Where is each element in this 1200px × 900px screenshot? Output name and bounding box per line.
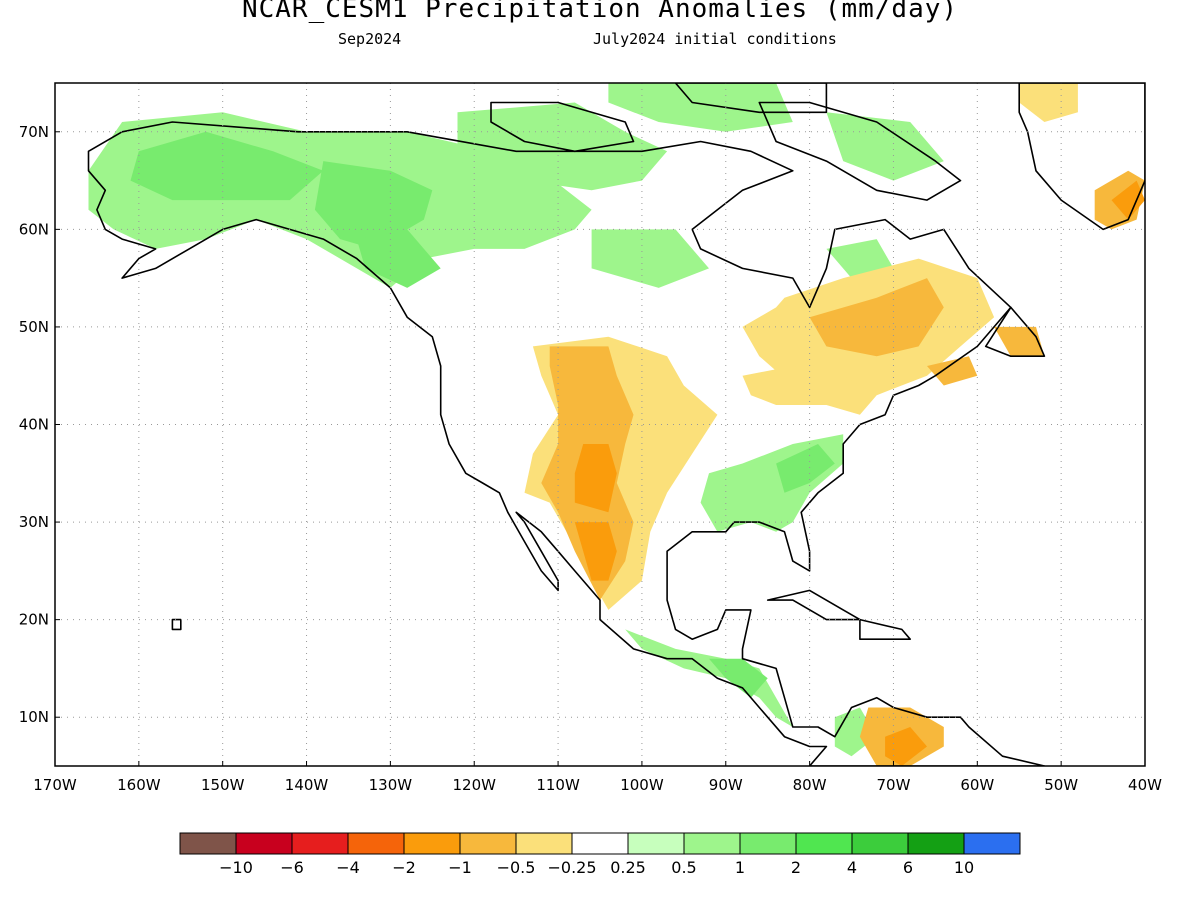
colorbar-swatch	[851, 832, 909, 855]
greenland-west-dry-region	[1019, 83, 1078, 122]
longitude-axis: 170W 160W 150W 140W 130W 120W 110W 100W 90W 80W 70…	[33, 761, 1162, 794]
colorbar-label: −6	[280, 858, 304, 877]
latitude-axis: 10N 20N 30N 40N 50N 60N 70N	[19, 123, 60, 726]
lat-tick-label: 50N	[19, 318, 49, 336]
colorbar-label: 2	[791, 858, 801, 877]
baffin-wet-region	[826, 112, 944, 181]
colorbar-label: −10	[219, 858, 253, 877]
colorbar-label: 0.25	[610, 858, 646, 877]
colorbar-label: −4	[336, 858, 360, 877]
quebec-core-dry-region	[809, 278, 944, 357]
lon-tick-label: 130W	[369, 776, 413, 794]
lon-tick-label: 40W	[1128, 776, 1162, 794]
lon-tick-label: 70W	[877, 776, 911, 794]
colorbar-swatch	[627, 832, 685, 855]
lon-tick-label: 50W	[1044, 776, 1078, 794]
map-title: NCAR_CESM1 Precipitation Anomalies (mm/d…	[241, 0, 959, 24]
great-lakes-dry-region	[742, 366, 877, 415]
lon-tick-label: 100W	[620, 776, 664, 794]
newfoundland-coast	[984, 306, 1046, 358]
lon-tick-label: 60W	[960, 776, 994, 794]
anomaly-shading	[88, 83, 1145, 766]
lon-tick-label: 140W	[285, 776, 329, 794]
victoria-island-coast	[490, 101, 635, 153]
central-america-wet-region	[625, 629, 793, 727]
colorbar-swatch	[907, 832, 965, 855]
colorbar-label: 6	[903, 858, 913, 877]
venezuela-core-dry-region	[885, 727, 927, 766]
colorbar-swatch	[739, 832, 797, 855]
colorbar-label: −2	[392, 858, 416, 877]
lon-tick-label: 80W	[793, 776, 827, 794]
colorbar-swatch	[179, 832, 237, 855]
nwt-wet-region	[457, 102, 668, 191]
colorbar-label: 4	[847, 858, 857, 877]
lon-tick-label: 110W	[536, 776, 580, 794]
honduras-wet-region	[709, 658, 768, 698]
mexico-dry-region	[574, 522, 617, 581]
colorbar-label: 0.5	[671, 858, 696, 877]
colorbar-swatch	[403, 832, 461, 855]
lon-tick-label: 170W	[33, 776, 77, 794]
lat-tick-label: 70N	[19, 123, 49, 141]
lat-tick-label: 30N	[19, 513, 49, 531]
colorbar: −10 −6 −4 −2 −1 −0.5 −0.25 0.25 0.5 1 2 4 6 10	[179, 832, 1021, 877]
colorbar-swatch	[963, 832, 1021, 855]
initial-conditions: July2024 initial conditions	[593, 30, 837, 48]
arctic-islands-wet-region	[608, 83, 793, 132]
forecast-month: Sep2024	[338, 30, 402, 48]
colorbar-swatch	[235, 832, 293, 855]
colorbar-swatch	[795, 832, 853, 855]
carolina-wet-region	[776, 444, 835, 493]
ellesmere-island-coast	[674, 83, 828, 114]
colorbar-swatch	[683, 832, 741, 855]
colorbar-label: −0.5	[497, 858, 536, 877]
colorbar-swatch	[515, 832, 573, 855]
hawaii-coast	[171, 618, 182, 631]
hudson-east-wet-region	[826, 239, 894, 279]
hispaniola-coast	[859, 618, 912, 641]
lat-tick-label: 10N	[19, 708, 49, 726]
new-mexico-dry-region	[574, 444, 617, 513]
colorbar-swatch	[571, 832, 629, 855]
greenland-coast	[1018, 83, 1145, 231]
colorbar-swatch	[459, 832, 517, 855]
greenland-core-dry-region	[1111, 180, 1145, 220]
colorbar-swatch	[347, 832, 405, 855]
lat-tick-label: 60N	[19, 220, 49, 238]
lat-tick-label: 20N	[19, 611, 49, 629]
colorbar-label: 10	[954, 858, 974, 877]
north-america-coast	[87, 121, 1046, 766]
lon-tick-label: 150W	[201, 776, 245, 794]
lon-tick-label: 120W	[452, 776, 496, 794]
nova-scotia-dry-region	[927, 356, 978, 386]
canada-prairie-wet-region	[591, 229, 709, 288]
coastlines	[87, 83, 1145, 766]
colorbar-swatch	[291, 832, 349, 855]
newfoundland-dry-region	[994, 326, 1045, 357]
lon-tick-label: 160W	[117, 776, 161, 794]
colorbar-label: −0.25	[547, 858, 596, 877]
alaska-core-wet-region	[130, 131, 324, 201]
colorbar-label: 1	[735, 858, 745, 877]
lon-tick-label: 90W	[709, 776, 743, 794]
baffin-island-coast	[758, 101, 962, 201]
colorbar-label: −1	[448, 858, 472, 877]
yukon-bc-wet-region	[314, 161, 433, 249]
lat-tick-label: 40N	[19, 416, 49, 434]
bc-coast-wet-region	[356, 229, 441, 288]
